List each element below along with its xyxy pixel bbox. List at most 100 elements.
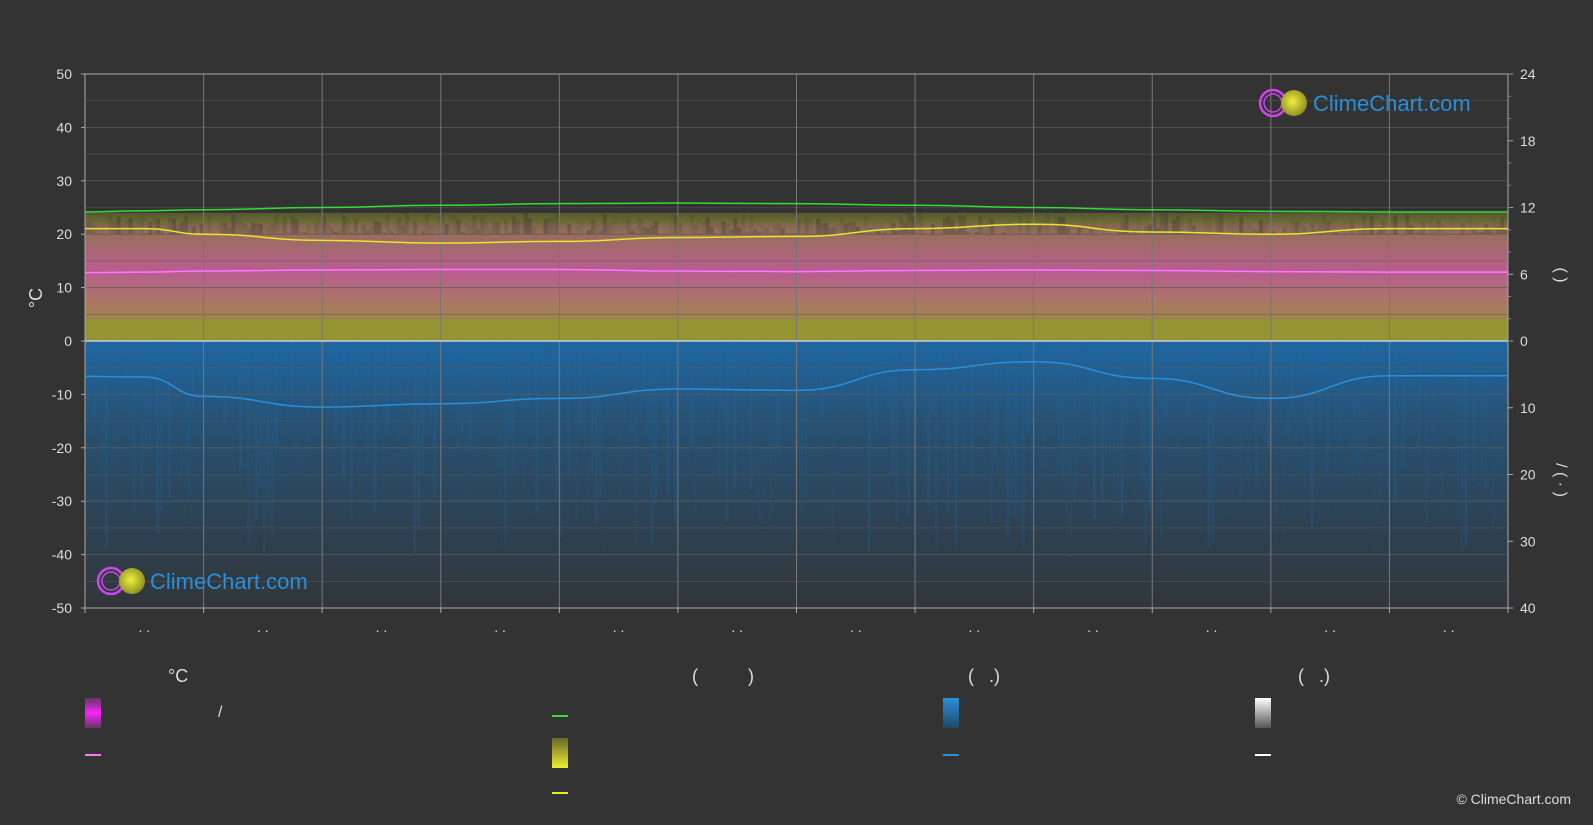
- texture-precip: [290, 341, 294, 408]
- texture-precip: [1278, 341, 1282, 445]
- texture-precip: [357, 341, 361, 428]
- series-precip: [84, 360, 1508, 408]
- texture-top: [199, 224, 204, 235]
- texture-precip: [998, 341, 1002, 365]
- texture-top: [749, 215, 754, 235]
- texture-precip: [239, 341, 243, 469]
- texture-precip: [1112, 341, 1116, 516]
- texture-precip: [788, 341, 792, 456]
- texture-precip: [1322, 341, 1326, 392]
- texture-top: [1207, 216, 1212, 235]
- texture-top: [966, 231, 971, 235]
- texture-top: [614, 216, 619, 235]
- texture-top: [278, 226, 283, 235]
- texture-top: [1231, 213, 1236, 235]
- texture-precip: [397, 341, 401, 475]
- texture-top: [1105, 223, 1109, 234]
- texture-top: [290, 216, 295, 235]
- texture-precip: [1104, 341, 1108, 455]
- texture-top: [832, 227, 837, 235]
- texture-precip: [191, 341, 195, 407]
- texture-precip: [361, 341, 365, 386]
- texture-top: [883, 231, 888, 235]
- texture-top: [168, 217, 173, 235]
- texture-precip: [318, 341, 321, 439]
- texture-precip: [575, 341, 579, 521]
- texture-top: [954, 230, 959, 235]
- texture-precip: [120, 341, 124, 392]
- texture-top: [1227, 216, 1232, 235]
- texture-precip: [1326, 341, 1330, 473]
- texture-precip: [1492, 341, 1496, 536]
- texture-top: [1235, 225, 1240, 235]
- texture-precip: [760, 341, 764, 529]
- texture-precip: [444, 341, 448, 379]
- texture-precip: [108, 341, 112, 553]
- texture-top: [243, 224, 248, 235]
- texture-top: [575, 227, 580, 235]
- texture-precip: [283, 341, 286, 424]
- texture-precip: [551, 341, 555, 380]
- texture-top: [828, 228, 833, 235]
- texture-precip: [349, 341, 353, 520]
- texture-top: [1326, 220, 1331, 235]
- texture-precip: [571, 341, 575, 407]
- texture-top: [440, 214, 445, 235]
- texture-top: [1009, 226, 1014, 235]
- right-top-tick-label: 18: [1520, 133, 1536, 149]
- texture-top: [515, 220, 520, 235]
- texture-precip: [749, 341, 753, 490]
- texture-top: [1476, 231, 1481, 235]
- texture-precip: [1448, 341, 1452, 373]
- left-tick-label: -30: [52, 493, 72, 509]
- texture-top: [330, 228, 335, 235]
- texture-precip: [1302, 341, 1306, 485]
- texture-precip: [986, 341, 990, 363]
- texture-precip: [1484, 341, 1488, 492]
- texture-top: [179, 222, 184, 235]
- texture-precip: [156, 341, 160, 533]
- texture-precip: [713, 341, 716, 526]
- texture-precip: [370, 341, 373, 378]
- texture-top: [642, 226, 647, 235]
- texture-precip: [1172, 341, 1176, 400]
- texture-precip: [966, 341, 969, 434]
- texture-precip: [1081, 341, 1084, 398]
- texture-precip: [1251, 341, 1254, 413]
- texture-top: [1089, 229, 1094, 235]
- texture-top: [274, 213, 279, 235]
- texture-top: [978, 216, 983, 235]
- texture-precip: [440, 341, 444, 461]
- x-tick-label: . .: [1443, 619, 1455, 635]
- texture-precip: [1140, 341, 1144, 485]
- texture-top: [1037, 225, 1042, 235]
- texture-precip: [409, 341, 413, 379]
- texture-top: [1440, 226, 1445, 235]
- texture-top: [930, 224, 935, 235]
- right-top-tick-label: 6: [1520, 266, 1528, 282]
- texture-top: [1282, 226, 1287, 235]
- texture-top: [547, 217, 552, 235]
- texture-precip: [1132, 341, 1136, 369]
- texture-precip: [1345, 341, 1349, 437]
- texture-precip: [796, 341, 800, 470]
- texture-precip: [547, 341, 550, 483]
- texture-precip: [662, 341, 665, 414]
- texture-top: [1500, 216, 1505, 235]
- texture-top: [314, 222, 319, 235]
- texture-precip: [745, 341, 748, 419]
- texture-top: [1124, 214, 1129, 235]
- texture-precip: [919, 341, 922, 500]
- texture-precip: [1389, 341, 1393, 427]
- texture-precip: [1021, 341, 1025, 548]
- texture-precip: [1488, 341, 1491, 415]
- texture-precip: [812, 341, 816, 367]
- texture-precip: [1180, 341, 1183, 369]
- texture-top: [1156, 227, 1161, 235]
- texture-precip: [1057, 341, 1061, 467]
- texture-top: [1251, 228, 1256, 235]
- texture-precip: [266, 341, 270, 512]
- texture-precip: [464, 341, 468, 518]
- texture-precip: [1417, 341, 1421, 459]
- texture-top: [219, 223, 224, 235]
